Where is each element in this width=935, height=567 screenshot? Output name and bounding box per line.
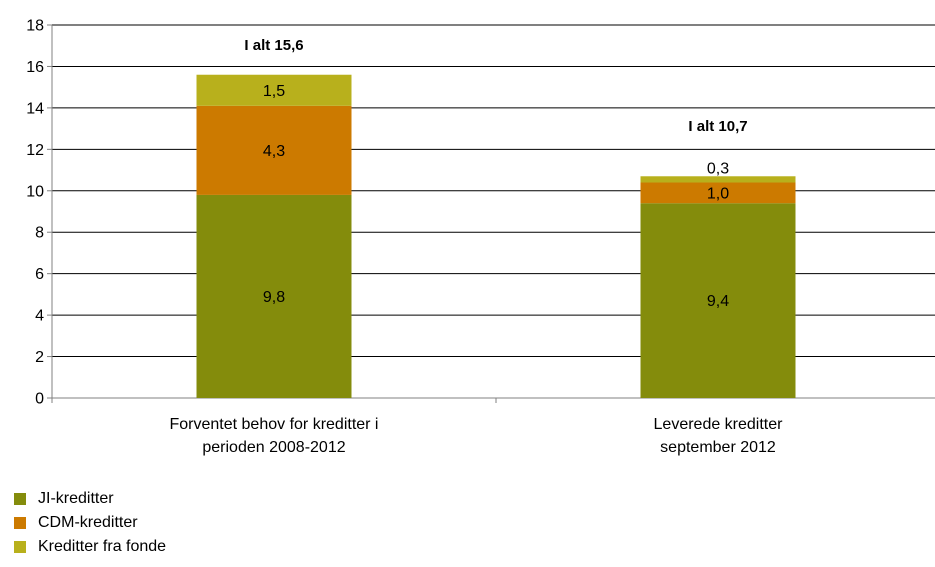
bar-1-series-2: [640, 176, 796, 183]
y-tick-label-14: 14: [26, 100, 44, 117]
y-tick-label-0: 0: [35, 391, 44, 408]
legend-label-cdm: CDM-kreditter: [38, 514, 138, 531]
y-tick-label-18: 18: [26, 18, 44, 35]
legend-label-ji: JI-kreditter: [38, 490, 114, 507]
category-label-0-1: perioden 2008-2012: [202, 439, 345, 456]
data-label-0-1: 4,3: [263, 143, 285, 160]
category-label-1-0: Leverede kreditter: [654, 416, 784, 433]
legend-swatch-ji: [14, 493, 26, 505]
bar-0-series-2: [196, 74, 352, 106]
data-label-0-2: 1,5: [263, 83, 285, 100]
y-tick-label-4: 4: [35, 308, 44, 325]
bar-1-series-1: [640, 182, 796, 204]
bar-0-series-0: [196, 194, 352, 398]
total-label-0: I alt 15,6: [244, 37, 303, 54]
y-tick-label-2: 2: [35, 349, 44, 366]
bar-1-series-0: [640, 203, 796, 398]
y-tick-label-6: 6: [35, 266, 44, 283]
y-tick-label-8: 8: [35, 225, 44, 242]
stacked-bar-chart: 0 2 4 6 8 10 12 14 16 18 9,8 4,3 1,5 I alt 15,6 Forven…: [26, 18, 935, 456]
total-label-1: I alt 10,7: [688, 118, 747, 135]
y-tick-label-12: 12: [26, 142, 44, 159]
legend-swatch-cdm: [14, 517, 26, 529]
legend-swatch-fonde: [14, 541, 26, 553]
data-label-1-0: 9,4: [707, 293, 729, 310]
bar-0-series-1: [196, 105, 352, 195]
category-label-1-1: september 2012: [660, 439, 776, 456]
legend-item-cdm: CDM-kreditter: [14, 511, 166, 535]
y-tick-label-16: 16: [26, 59, 44, 76]
data-label-1-2: 0,3: [707, 160, 729, 177]
data-label-0-0: 9,8: [263, 289, 285, 306]
legend-item-fonde: Kreditter fra fonde: [14, 535, 166, 559]
legend: JI-kreditter CDM-kreditter Kreditter fra…: [14, 487, 166, 559]
data-label-1-1: 1,0: [707, 185, 729, 202]
category-label-0-0: Forventet behov for kreditter i: [170, 416, 379, 433]
legend-label-fonde: Kreditter fra fonde: [38, 538, 167, 555]
y-tick-label-10: 10: [26, 183, 44, 200]
legend-item-ji: JI-kreditter: [14, 487, 166, 511]
